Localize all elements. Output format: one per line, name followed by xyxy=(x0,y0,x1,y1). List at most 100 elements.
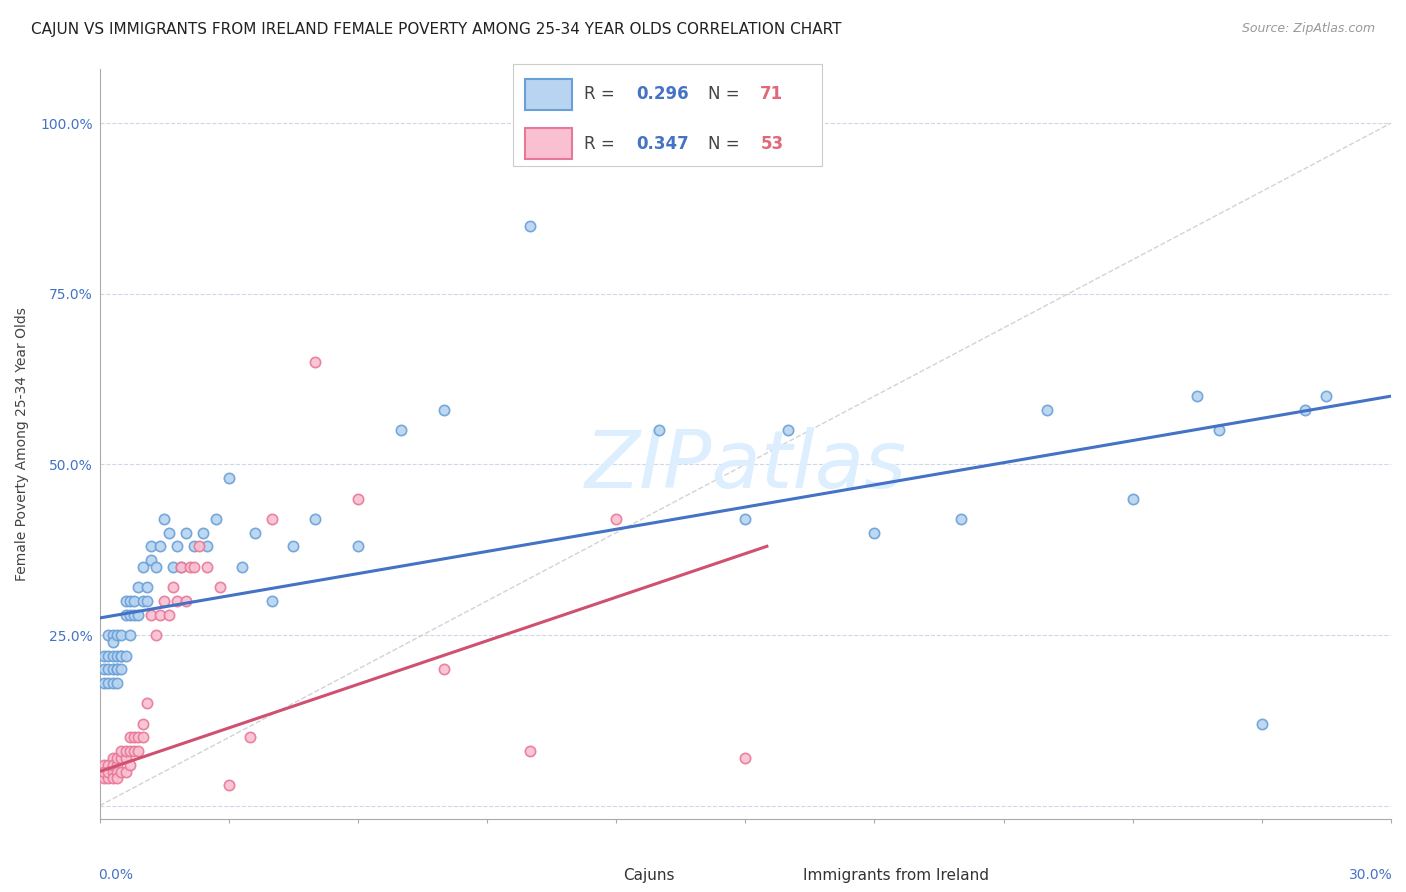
Point xyxy=(141,539,163,553)
Point xyxy=(97,757,120,772)
Text: 0.347: 0.347 xyxy=(637,135,689,153)
Point xyxy=(1208,423,1230,437)
Point xyxy=(136,594,159,608)
Point xyxy=(1315,389,1337,403)
Point xyxy=(347,491,370,506)
Point xyxy=(105,648,128,663)
Point xyxy=(132,594,155,608)
Point xyxy=(153,594,176,608)
Point xyxy=(97,764,120,779)
Point xyxy=(141,553,163,567)
Text: Source: ZipAtlas.com: Source: ZipAtlas.com xyxy=(1241,22,1375,36)
Point xyxy=(195,559,218,574)
Point xyxy=(110,662,132,676)
Text: CAJUN VS IMMIGRANTS FROM IRELAND FEMALE POVERTY AMONG 25-34 YEAR OLDS CORRELATIO: CAJUN VS IMMIGRANTS FROM IRELAND FEMALE … xyxy=(31,22,841,37)
Point xyxy=(141,607,163,622)
Point xyxy=(118,757,141,772)
Point xyxy=(114,648,136,663)
Point xyxy=(239,731,262,745)
Point xyxy=(93,772,115,786)
Point xyxy=(209,580,232,594)
Text: N =: N = xyxy=(707,135,745,153)
Point xyxy=(283,539,305,553)
Point xyxy=(101,628,124,642)
Text: 71: 71 xyxy=(761,86,783,103)
Point xyxy=(166,539,188,553)
Point xyxy=(101,751,124,765)
Point xyxy=(162,580,184,594)
Point xyxy=(93,648,115,663)
Point xyxy=(157,525,180,540)
Point xyxy=(260,594,283,608)
Point xyxy=(110,744,132,758)
Point xyxy=(433,402,456,417)
Point xyxy=(179,559,201,574)
Point xyxy=(101,648,124,663)
Point xyxy=(1122,491,1144,506)
Point xyxy=(433,662,456,676)
Point xyxy=(105,662,128,676)
Point xyxy=(105,675,128,690)
Point xyxy=(122,731,145,745)
Point xyxy=(101,764,124,779)
Point xyxy=(127,580,149,594)
Point xyxy=(149,607,172,622)
Point xyxy=(218,471,240,485)
Text: R =: R = xyxy=(583,135,620,153)
Point xyxy=(170,559,193,574)
Point xyxy=(114,744,136,758)
Point xyxy=(136,580,159,594)
Point xyxy=(118,607,141,622)
Point xyxy=(149,539,172,553)
Point xyxy=(127,607,149,622)
Point xyxy=(519,219,541,233)
Point xyxy=(110,764,132,779)
Point xyxy=(118,731,141,745)
Text: 0.296: 0.296 xyxy=(637,86,689,103)
Point xyxy=(97,662,120,676)
Point xyxy=(122,594,145,608)
FancyBboxPatch shape xyxy=(513,63,823,166)
Point xyxy=(101,635,124,649)
Point xyxy=(347,539,370,553)
Point xyxy=(101,675,124,690)
Text: N =: N = xyxy=(707,86,745,103)
Point xyxy=(97,648,120,663)
Point xyxy=(949,512,972,526)
Point xyxy=(734,512,756,526)
Point xyxy=(105,757,128,772)
Point xyxy=(304,512,326,526)
Point xyxy=(778,423,800,437)
Point xyxy=(97,675,120,690)
Point xyxy=(114,751,136,765)
Point xyxy=(145,628,167,642)
FancyBboxPatch shape xyxy=(526,128,572,159)
Point xyxy=(183,559,205,574)
Point xyxy=(105,772,128,786)
Point xyxy=(105,662,128,676)
Point xyxy=(191,525,214,540)
Point xyxy=(105,764,128,779)
Point xyxy=(114,607,136,622)
Point xyxy=(304,355,326,369)
Point xyxy=(195,539,218,553)
Point xyxy=(389,423,412,437)
Point xyxy=(110,628,132,642)
Point xyxy=(1035,402,1057,417)
Point xyxy=(101,772,124,786)
Y-axis label: Female Poverty Among 25-34 Year Olds: Female Poverty Among 25-34 Year Olds xyxy=(15,307,30,581)
Point xyxy=(101,757,124,772)
Text: 0.0%: 0.0% xyxy=(98,868,134,882)
FancyBboxPatch shape xyxy=(526,78,572,110)
Point xyxy=(110,648,132,663)
Text: Immigrants from Ireland: Immigrants from Ireland xyxy=(803,868,990,883)
Point xyxy=(118,744,141,758)
Point xyxy=(118,628,141,642)
Point xyxy=(110,751,132,765)
Point xyxy=(183,539,205,553)
Point xyxy=(105,628,128,642)
Point xyxy=(118,594,141,608)
Point xyxy=(114,764,136,779)
Point xyxy=(605,512,627,526)
Point xyxy=(145,559,167,574)
